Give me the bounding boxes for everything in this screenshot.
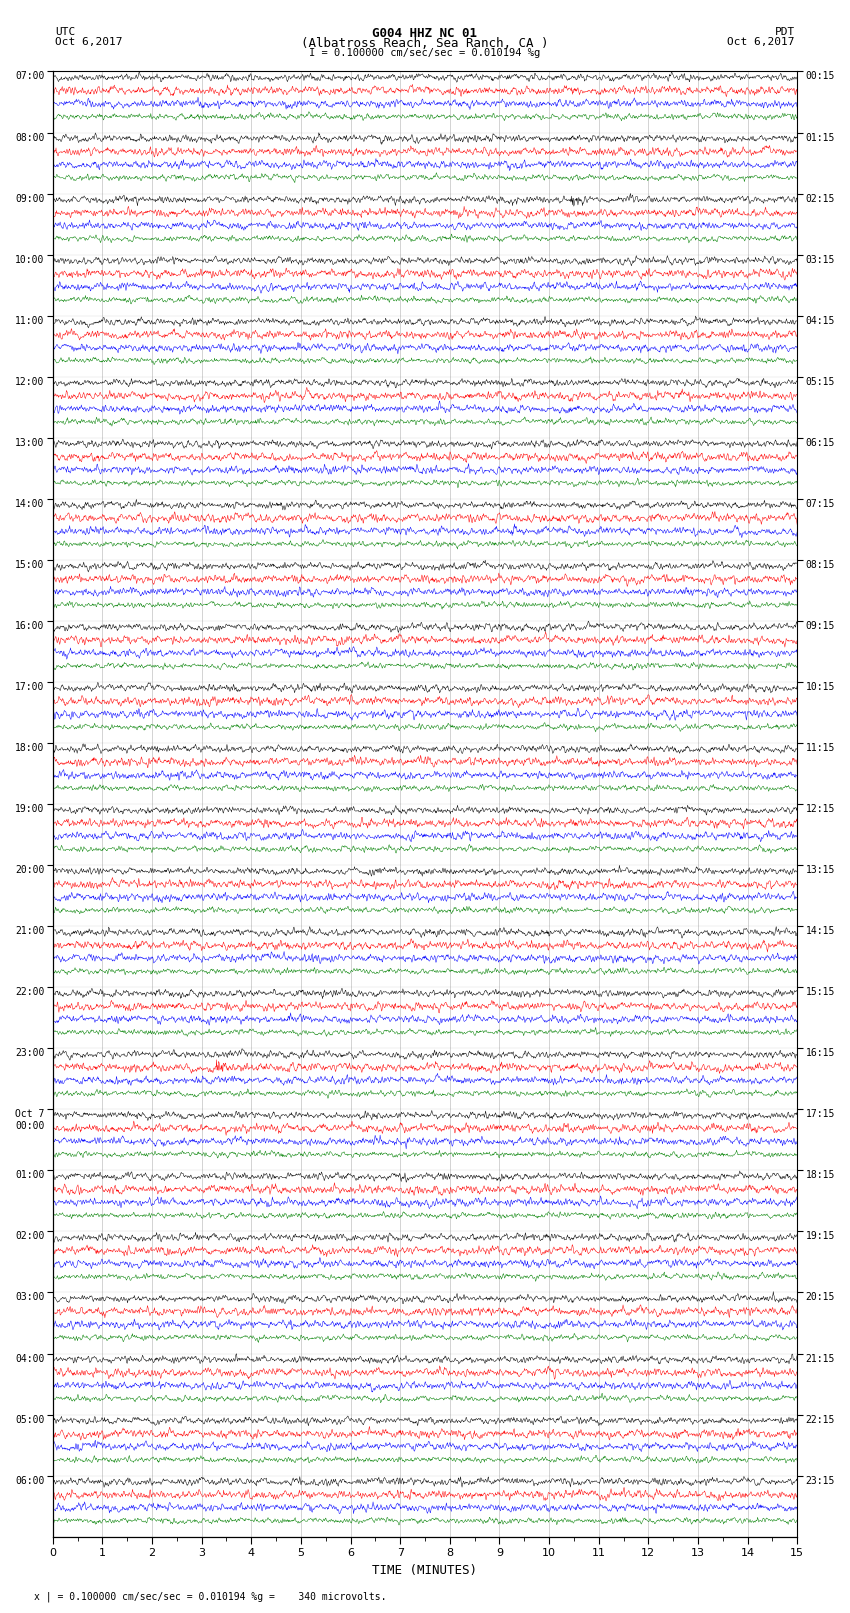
Text: Oct 6,2017: Oct 6,2017 — [728, 37, 795, 47]
Text: PDT: PDT — [774, 27, 795, 37]
Text: UTC: UTC — [55, 27, 76, 37]
Text: (Albatross Reach, Sea Ranch, CA ): (Albatross Reach, Sea Ranch, CA ) — [301, 37, 549, 50]
Text: Oct 6,2017: Oct 6,2017 — [55, 37, 122, 47]
Text: I = 0.100000 cm/sec/sec = 0.010194 %g: I = 0.100000 cm/sec/sec = 0.010194 %g — [309, 48, 541, 58]
X-axis label: TIME (MINUTES): TIME (MINUTES) — [372, 1565, 478, 1578]
Text: x | = 0.100000 cm/sec/sec = 0.010194 %g =    340 microvolts.: x | = 0.100000 cm/sec/sec = 0.010194 %g … — [34, 1590, 387, 1602]
Text: G004 HHZ NC 01: G004 HHZ NC 01 — [372, 27, 478, 40]
